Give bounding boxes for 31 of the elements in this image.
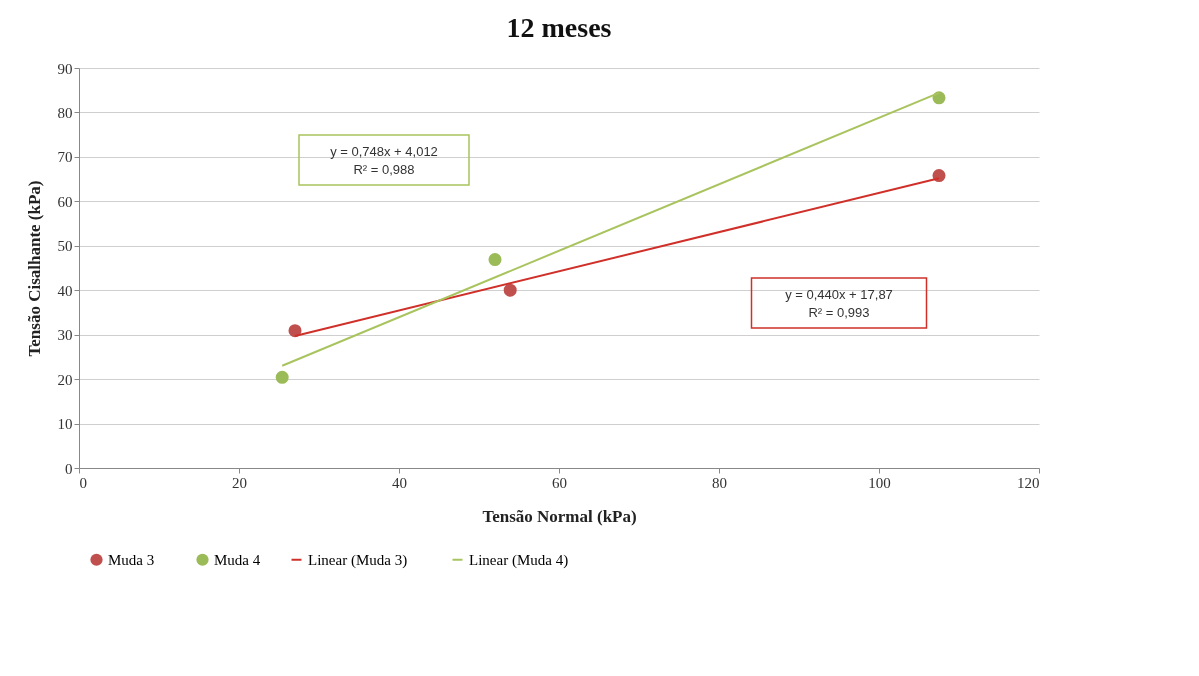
legend-label: Muda 3 [108, 551, 155, 568]
legend-label: Linear (Muda 4) [469, 551, 569, 569]
x-tick-label: 100 [868, 474, 891, 491]
y-tick-label: 20 [57, 371, 73, 388]
annotation: y = 0,748x + 4,012 R² = 0,988 [330, 144, 438, 177]
y-tick-label: 60 [57, 193, 73, 210]
legend-label: Muda 4 [214, 551, 261, 568]
x-tick-label: 40 [392, 474, 407, 491]
x-tick-label: 120 [1017, 474, 1040, 491]
x-tick-label: 20 [232, 474, 247, 491]
y-tick-label: 30 [57, 327, 73, 344]
annotation: y = 0,440x + 17,87 R² = 0,993 [785, 287, 893, 320]
legend-label: Linear (Muda 3) [308, 551, 408, 569]
x-tick-label: 60 [552, 474, 567, 491]
x-axis-title: Tensão Normal (kPa) [482, 506, 637, 526]
x-tick-label: 0 [79, 474, 87, 491]
point [488, 253, 502, 267]
x-tick-label: 80 [712, 474, 727, 491]
y-tick-label: 70 [57, 149, 73, 166]
point [275, 370, 289, 384]
chart-title: 12 meses [506, 12, 612, 43]
y-tick-label: 10 [57, 416, 73, 433]
y-tick-label: 0 [65, 460, 73, 477]
y-tick-label: 80 [57, 104, 73, 121]
y-tick-label: 40 [57, 282, 73, 299]
y-tick-label: 50 [57, 238, 73, 255]
point [288, 324, 302, 338]
point [932, 169, 946, 183]
point [503, 283, 517, 297]
y-tick-label: 90 [57, 60, 73, 77]
y-axis-title: Tensão Cisalhante (kPa) [24, 180, 44, 357]
